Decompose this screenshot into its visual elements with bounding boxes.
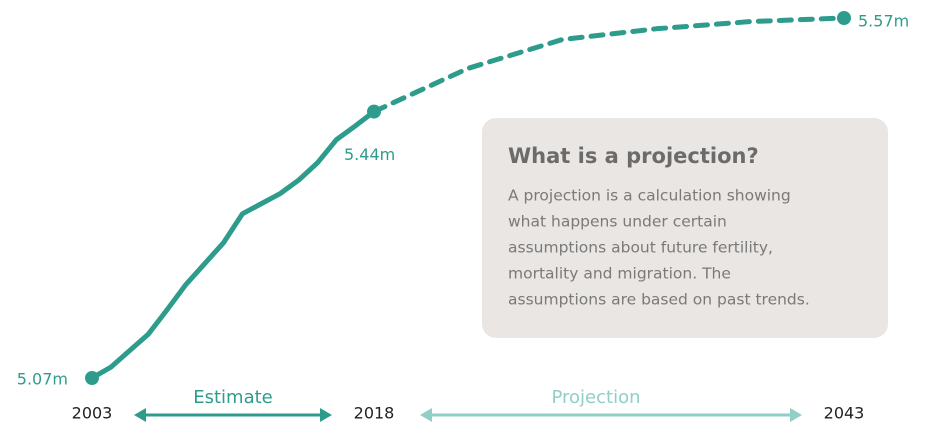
arrow-head xyxy=(134,408,146,422)
period-label: Estimate xyxy=(193,387,273,408)
info-title: What is a projection? xyxy=(508,144,759,168)
info-text: assumptions are based on past trends. xyxy=(508,291,810,309)
info-box xyxy=(482,118,888,338)
arrow-head xyxy=(790,408,802,422)
point xyxy=(85,371,99,385)
series-line xyxy=(89,109,377,381)
point xyxy=(837,11,851,25)
x-tick-label: 2043 xyxy=(824,404,865,423)
x-tick-label: 2018 xyxy=(354,404,395,423)
point-label: 5.44m xyxy=(344,145,395,164)
info-text: mortality and migration. The xyxy=(508,265,731,283)
info-text: what happens under certain xyxy=(508,213,727,231)
x-tick-label: 2003 xyxy=(72,404,113,423)
info-text: assumptions about future fertility, xyxy=(508,239,773,257)
period-label: Projection xyxy=(551,387,640,408)
series-line xyxy=(371,15,847,115)
point xyxy=(367,104,381,119)
arrow-head xyxy=(420,408,432,422)
point-label: 5.07m xyxy=(17,370,68,389)
info-text: A projection is a calculation showing xyxy=(508,187,791,205)
arrow-head xyxy=(320,408,332,422)
point-label: 5.57m xyxy=(858,12,909,31)
